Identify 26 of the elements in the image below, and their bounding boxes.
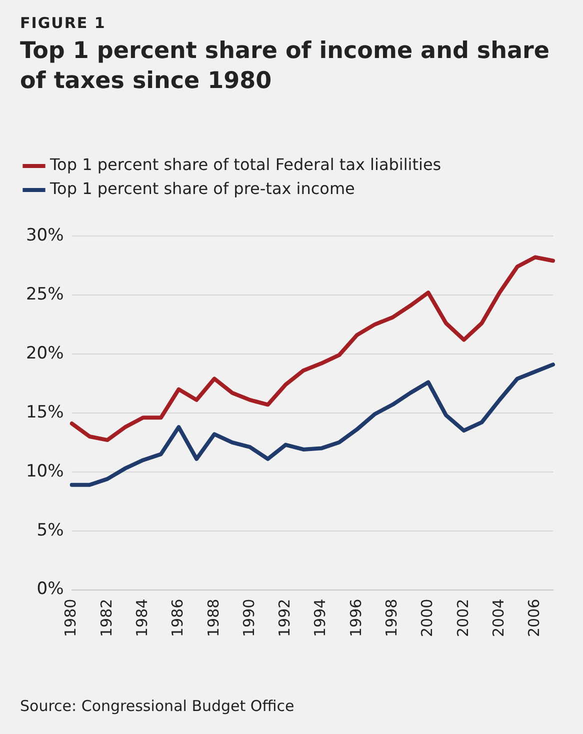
source-note: Source: Congressional Budget Office	[20, 697, 294, 715]
y-tick-label: 5%	[36, 520, 64, 540]
x-tick-label: 2006	[525, 598, 544, 638]
y-tick-label: 30%	[26, 225, 64, 246]
chart-subtitle: FIGURE 1	[20, 14, 106, 32]
x-tick-label: 2004	[489, 598, 508, 638]
x-tick-label: 1984	[132, 598, 151, 638]
x-tick-label: 1998	[382, 598, 400, 638]
y-tick-label: 20%	[26, 343, 64, 364]
x-tick-label: 1988	[204, 598, 222, 638]
x-tick-label: 2002	[454, 598, 472, 638]
x-tick-label: 1990	[240, 598, 258, 638]
x-tick-label: 1980	[62, 598, 80, 638]
legend-label: Top 1 percent share of total Federal tax liabilities	[49, 155, 442, 174]
chart-title: Top 1 percent share of income and share of taxes since 1980	[20, 37, 550, 96]
x-tick-label: 1994	[311, 598, 330, 638]
legend-label: Top 1 percent share of pre-tax income	[49, 179, 355, 198]
y-tick-label: 25%	[26, 284, 64, 304]
y-tick-label: 15%	[26, 402, 64, 422]
x-tick-label: 1992	[276, 598, 294, 638]
x-tick-label: 1996	[346, 598, 365, 638]
x-tick-label: 2000	[418, 598, 436, 638]
y-tick-label: 10%	[26, 461, 64, 482]
x-tick-label: 1986	[168, 598, 187, 638]
y-tick-label: 0%	[36, 579, 64, 600]
x-tick-label: 1982	[97, 598, 116, 638]
